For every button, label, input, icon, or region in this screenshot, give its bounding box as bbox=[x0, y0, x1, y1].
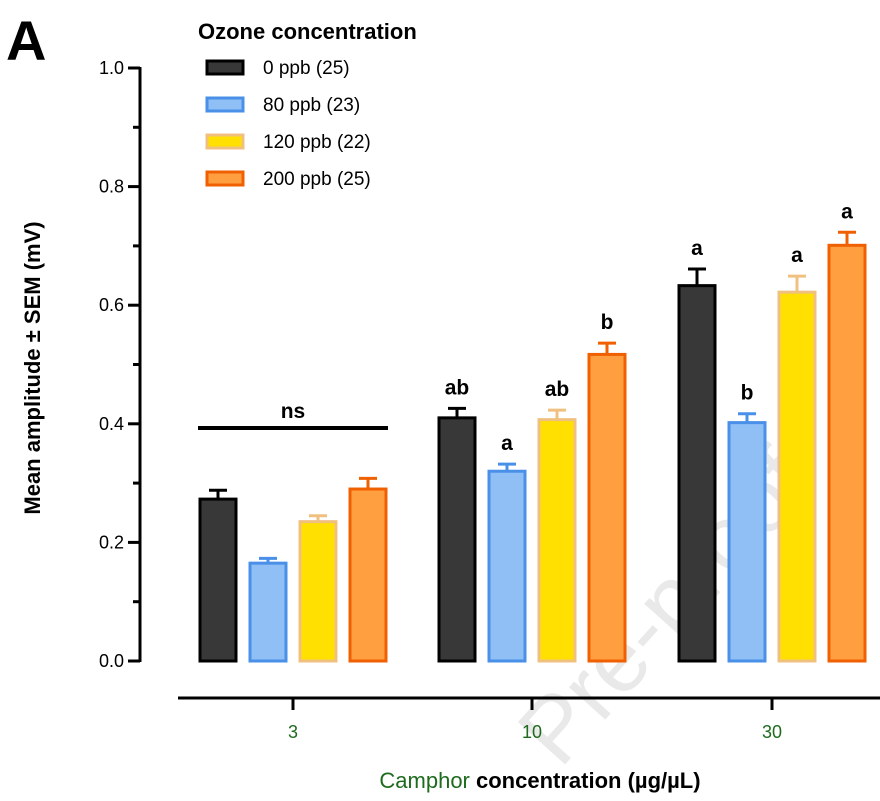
x-axis-label-highlight: Camphor bbox=[379, 768, 469, 793]
y-tick-label: 0.6 bbox=[99, 295, 124, 315]
x-tick-label: 3 bbox=[288, 722, 298, 742]
bar bbox=[777, 290, 817, 663]
legend-title: Ozone concentration bbox=[198, 19, 417, 44]
y-axis-label: Mean amplitude ± SEM (mV) bbox=[20, 221, 45, 514]
x-axis: 3 10 30 Camphor concentration (µg/µL) bbox=[178, 696, 880, 793]
bar bbox=[437, 416, 477, 663]
legend-entry: 80 ppb (23) bbox=[263, 95, 360, 116]
bar bbox=[198, 497, 238, 663]
x-tick-label: 10 bbox=[522, 722, 542, 742]
legend-swatch bbox=[205, 59, 245, 76]
bar bbox=[537, 418, 577, 663]
legend: Ozone concentration 0 ppb (25) 80 ppb (23… bbox=[198, 19, 417, 190]
significance-label: ab bbox=[445, 376, 470, 399]
significance-label: a bbox=[791, 244, 803, 267]
significance-label: a bbox=[501, 432, 513, 455]
bar bbox=[487, 469, 527, 663]
legend-entry: 0 ppb (25) bbox=[263, 58, 350, 79]
x-axis-label-rest: concentration (µg/µL) bbox=[470, 768, 701, 793]
legend-swatch bbox=[205, 170, 245, 187]
significance-label: ab bbox=[545, 378, 570, 401]
ns-label: ns bbox=[281, 400, 306, 423]
legend-swatch bbox=[205, 133, 245, 150]
significance-label: b bbox=[741, 382, 754, 405]
legend-swatch bbox=[205, 96, 245, 113]
bar bbox=[348, 487, 388, 663]
x-axis-label: Camphor concentration (µg/µL) bbox=[379, 768, 700, 793]
significance-label: a bbox=[841, 200, 853, 223]
significance-label: a bbox=[691, 237, 703, 260]
bar bbox=[727, 421, 767, 663]
x-tick-label: 30 bbox=[762, 722, 782, 742]
bars bbox=[198, 230, 867, 663]
y-axis: 0.0 0.2 0.4 0.6 0.8 1.0 Mean amplitude ± SEM … bbox=[20, 58, 142, 671]
legend-entry: 120 ppb (22) bbox=[263, 132, 371, 153]
significance-label: b bbox=[601, 311, 614, 334]
legend-items: 0 ppb (25) 80 ppb (23) 120 ppb (22) 200 ppb… bbox=[205, 58, 371, 190]
bar bbox=[587, 352, 627, 663]
y-tick-label: 0.4 bbox=[99, 414, 124, 434]
y-tick-label: 0.2 bbox=[99, 532, 124, 552]
y-tick-label: 0.8 bbox=[99, 177, 124, 197]
bar bbox=[677, 284, 717, 663]
y-tick-label: 0.0 bbox=[99, 651, 124, 671]
bar bbox=[298, 520, 338, 663]
bar bbox=[248, 561, 288, 663]
y-ticks: 0.0 0.2 0.4 0.6 0.8 1.0 bbox=[99, 58, 140, 671]
y-tick-label: 1.0 bbox=[99, 58, 124, 78]
legend-entry: 200 ppb (25) bbox=[263, 169, 371, 190]
panel-label: A bbox=[6, 9, 46, 72]
bar bbox=[827, 243, 867, 663]
x-ticks: 3 10 30 bbox=[288, 698, 782, 742]
